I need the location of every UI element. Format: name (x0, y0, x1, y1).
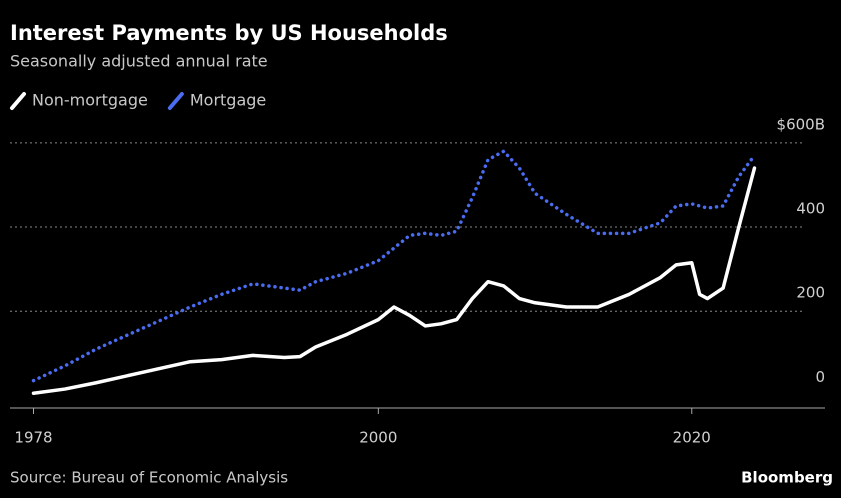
x-tick-label: 1978 (14, 429, 52, 447)
y-tick-label: 0 (815, 368, 825, 386)
line-1 (31, 149, 757, 383)
y-tick-label: $600B (777, 115, 825, 133)
y-tick-label: 400 (796, 200, 825, 218)
y-tick-label: 200 (796, 284, 825, 302)
x-tick-label: 2020 (673, 429, 711, 447)
brand: Bloomberg (741, 469, 833, 487)
chart-title: Interest Payments by US Households (10, 21, 448, 45)
legend-label: Non-mortgage (32, 91, 148, 110)
x-tick-label: 2000 (359, 429, 397, 447)
legend-label: Mortgage (190, 91, 266, 110)
legend-swatch (10, 92, 26, 110)
source: Source: Bureau of Economic Analysis (10, 469, 288, 487)
legend-swatch (167, 92, 184, 110)
line-0 (31, 166, 757, 396)
chart-subtitle: Seasonally adjusted annual rate (10, 52, 268, 71)
